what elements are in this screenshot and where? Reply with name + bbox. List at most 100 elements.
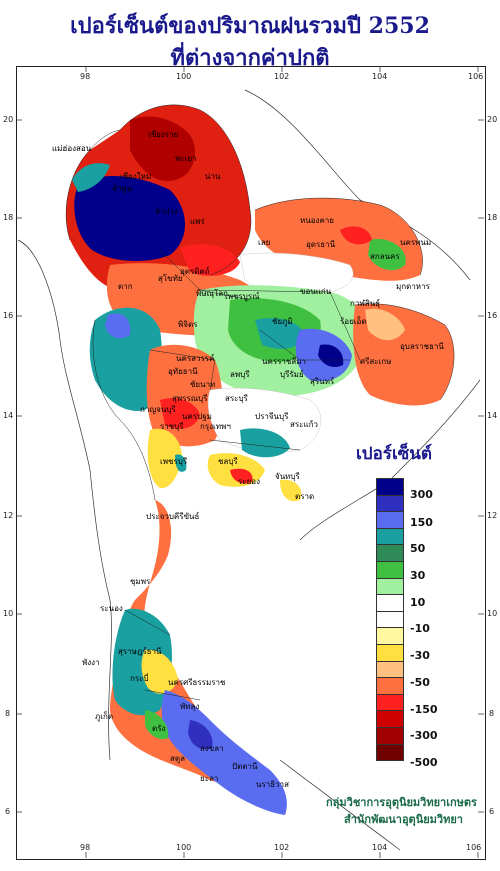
lon-tick-top: 106 [468,72,484,81]
legend-title: เปอร์เซ็นต์ [356,444,432,464]
legend-swatch [376,610,404,629]
lon-tick-bottom: 98 [80,843,91,852]
province-label: เพชรบุรี [160,457,188,466]
legend-swatch [376,627,404,645]
lon-tick-bottom: 106 [466,843,482,852]
province-label: สกลนคร [370,252,400,261]
province-label: นครราชสีมา [262,357,306,366]
province-label: สงขลา [200,744,224,753]
province-label: เชียงใหม่ [120,172,152,181]
province-label: แพร่ [190,217,205,226]
legend-swatch [376,727,404,745]
lon-tick-top: 102 [274,72,290,81]
province-label: พิษณุโลก [196,289,229,298]
lat-tick-right: 6 [489,807,495,816]
legend-label: 50 [410,542,426,555]
province-label: กาฬสินธุ์ [350,299,381,308]
credit-line2: สำนักพัฒนาอุตุนิยมวิทยา [344,813,463,826]
lon-tick-bottom: 102 [274,843,290,852]
lon-tick-bottom: 100 [176,843,192,852]
province-label: นครพนม [400,238,432,247]
province-label: ตาก [118,282,133,291]
lat-tick-left: 6 [5,807,11,816]
axis-tick-marks [16,66,484,858]
province-label: สตูล [170,754,185,763]
lat-tick-left: 18 [3,213,14,222]
map-title-line1: เปอร์เซ็นต์ของปริมาณฝนรวมปี 2552 [70,13,430,39]
province-label: เลย [258,238,271,247]
lat-tick-right: 10 [487,609,498,618]
legend-swatch [376,693,404,712]
province-label: ปราจีนบุรี [255,412,289,421]
province-label: ขอนแก่น [300,287,332,296]
legend-swatch [376,743,404,762]
legend-swatch [376,544,404,562]
legend-label: 10 [410,596,426,609]
province-label: สุพรรณบุรี [172,394,208,403]
legend-swatch [376,527,404,546]
lon-tick-top: 104 [372,72,388,81]
province-label: จันทบุรี [275,472,300,481]
legend-label: -150 [410,703,438,716]
lat-tick-left: 12 [3,511,14,520]
province-label: ชุมพร [130,577,151,586]
province-label: นครปฐม [182,412,212,421]
thailand-anomaly-map [66,104,455,815]
province-label: ประจวบคีรีขันธ์ [146,512,200,521]
legend-swatch [376,478,404,496]
legend-label: -500 [410,756,438,769]
legend-label: -300 [410,729,438,742]
province-label: ปัตตานี [232,762,258,771]
legend-label: 30 [410,569,426,582]
province-label: ชัยนาท [190,380,216,389]
province-label: ราชบุรี [160,422,184,431]
province-label: บุรีรัมย์ [280,370,304,379]
lat-tick-right: 14 [487,411,498,420]
province-label: นครศรีธรรมราช [168,678,226,687]
legend-swatch [376,577,404,596]
province-label: นครสวรรค์ [176,354,215,363]
province-label: ระยอง [238,477,260,486]
legend-swatch [376,660,404,679]
legend-swatch [376,710,404,728]
province-label: ลำปาง [155,207,178,216]
legend-label: -10 [410,622,430,635]
lat-tick-left: 20 [3,115,14,124]
province-label: เพชรบูรณ์ [225,292,260,301]
lat-tick-right: 20 [487,115,498,124]
legend-swatch [376,677,404,695]
province-label: พิจิตร [178,320,198,329]
province-label: อุบลราชธานี [400,342,444,351]
province-label: ยะลา [200,774,219,783]
province-label: สระบุรี [225,394,248,403]
credit-line1: กลุ่มวิชาการอุตุนิยมวิทยาเกษตร [326,796,477,809]
province-label: แม่ฮ่องสอน [52,144,92,153]
province-label: ชัยภูมิ [272,317,293,326]
province-label: น่าน [205,172,221,181]
province-label: ลำพูน [112,184,133,193]
province-label: มุกดาหาร [396,282,430,291]
legend-swatch [376,561,404,579]
province-label: ระนอง [100,604,123,613]
province-label: อุทัยธานี [168,367,198,376]
province-label: ศรีสะเกษ [360,357,392,366]
province-label: ลพบุรี [230,370,250,379]
province-label: ชลบุรี [218,457,238,466]
lat-tick-right: 8 [489,709,495,718]
lat-tick-right: 18 [487,213,498,222]
province-label: สระแก้ว [290,420,318,429]
lon-tick-top: 100 [176,72,192,81]
province-label: สุโขทัย [158,274,183,283]
legend-swatch [376,511,404,529]
lat-tick-left: 14 [3,411,14,420]
lat-tick-left: 10 [3,609,14,618]
province-label: ตราด [295,492,315,501]
province-label: หนองคาย [300,216,334,225]
legend-label: -50 [410,676,430,689]
province-label: กระบี่ [130,674,149,683]
province-label: นราธิวาส [256,780,290,789]
province-label: ตรัง [152,724,166,733]
province-label: พังงา [82,658,100,667]
province-label: อุตรดิตถ์ [180,267,210,276]
